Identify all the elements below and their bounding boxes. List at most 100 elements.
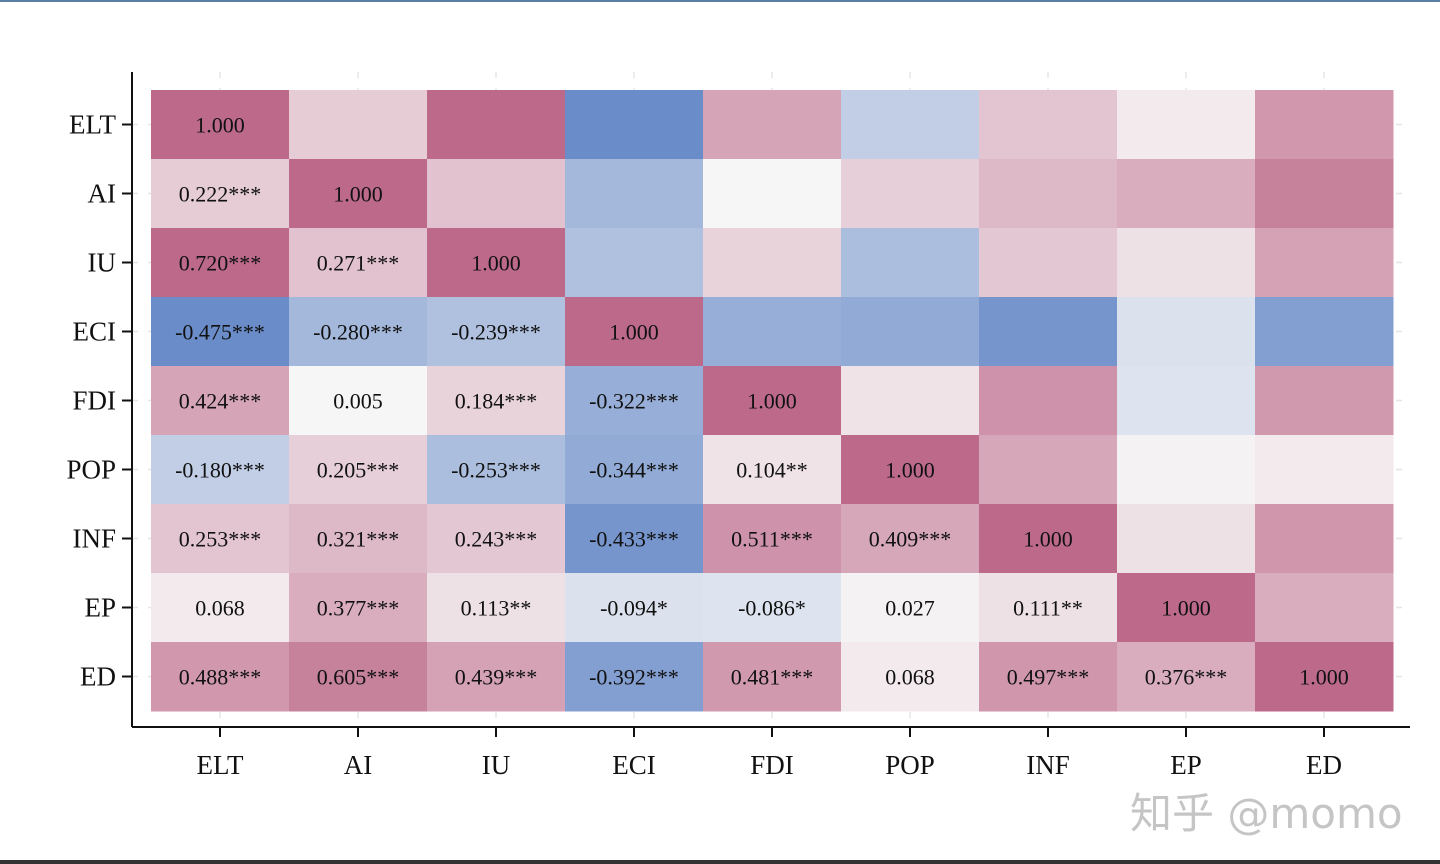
heatmap-cell-iu-fdi: [703, 228, 842, 298]
heatmap-cell-inf-elt: [151, 504, 290, 574]
cell-label-ed-ai: 0.605***: [317, 665, 400, 690]
x-tick-label-eci: ECI: [612, 750, 656, 780]
bottom-border: [0, 860, 1440, 864]
heatmap-cell-ep-iu: [427, 573, 566, 643]
heatmap-cell-pop-inf: [979, 435, 1118, 505]
y-tick-label-iu: IU: [88, 248, 117, 278]
cell-label-inf-eci: -0.433***: [589, 527, 679, 552]
heatmap-cell-ed-eci: [565, 642, 704, 712]
heatmap-cell-fdi-eci: [565, 366, 704, 436]
y-tick-label-elt: ELT: [69, 110, 117, 140]
heatmap-cell-iu-ep: [1117, 228, 1256, 298]
cell-label-eci-eci: 1.000: [609, 320, 659, 345]
heatmap-cell-ai-ai: [289, 159, 428, 229]
cell-label-ep-pop: 0.027: [885, 596, 935, 621]
heatmap-cell-ed-inf: [979, 642, 1118, 712]
heatmap-cell-eci-fdi: [703, 297, 842, 367]
heatmap-cell-ai-inf: [979, 159, 1118, 229]
heatmap-cell-iu-eci: [565, 228, 704, 298]
heatmap-cell-inf-eci: [565, 504, 704, 574]
cell-label-ai-elt: 0.222***: [179, 182, 262, 207]
cell-label-pop-elt: -0.180***: [175, 458, 265, 483]
cell-label-inf-inf: 1.000: [1023, 527, 1073, 552]
heatmap-cell-pop-pop: [841, 435, 980, 505]
heatmap-cell-ed-elt: [151, 642, 290, 712]
heatmap-cell-elt-elt: [151, 90, 290, 160]
cell-label-ed-ep: 0.376***: [1145, 665, 1228, 690]
x-tick-label-ai: AI: [344, 750, 373, 780]
cell-label-inf-pop: 0.409***: [869, 527, 952, 552]
heatmap-cell-eci-inf: [979, 297, 1118, 367]
y-tick-label-ep: EP: [84, 593, 116, 623]
cell-label-ep-inf: 0.111**: [1013, 596, 1083, 621]
x-tick-label-ed: ED: [1306, 750, 1342, 780]
heatmap-cell-fdi-ai: [289, 366, 428, 436]
cell-label-fdi-elt: 0.424***: [179, 389, 262, 414]
cell-label-eci-iu: -0.239***: [451, 320, 541, 345]
heatmap-cell-pop-eci: [565, 435, 704, 505]
heatmap-cell-inf-inf: [979, 504, 1118, 574]
heatmap-cell-fdi-ed: [1255, 366, 1394, 436]
heatmap-cell-pop-elt: [151, 435, 290, 505]
cell-label-ed-inf: 0.497***: [1007, 665, 1090, 690]
heatmap-cell-pop-ep: [1117, 435, 1256, 505]
heatmap-cell-iu-inf: [979, 228, 1118, 298]
x-tick-label-fdi: FDI: [750, 750, 794, 780]
heatmap-cell-inf-iu: [427, 504, 566, 574]
heatmap-cell-eci-iu: [427, 297, 566, 367]
cell-label-ai-ai: 1.000: [333, 182, 383, 207]
cell-label-elt-elt: 1.000: [195, 113, 245, 138]
cell-label-ep-ai: 0.377***: [317, 596, 400, 621]
heatmap-cell-pop-fdi: [703, 435, 842, 505]
cell-label-ep-ep: 1.000: [1161, 596, 1211, 621]
cell-label-ep-fdi: -0.086*: [738, 596, 806, 621]
heatmap-cell-elt-iu: [427, 90, 566, 160]
watermark: 知乎 @momo: [1130, 789, 1403, 838]
heatmap-cell-pop-ed: [1255, 435, 1394, 505]
heatmap-cell-ep-ep: [1117, 573, 1256, 643]
heatmap-cell-eci-elt: [151, 297, 290, 367]
cell-label-pop-pop: 1.000: [885, 458, 935, 483]
heatmap-cell-elt-eci: [565, 90, 704, 160]
cell-label-ed-elt: 0.488***: [179, 665, 262, 690]
heatmap-cell-elt-ed: [1255, 90, 1394, 160]
heatmap-cell-ep-ed: [1255, 573, 1394, 643]
heatmap-cell-ai-ed: [1255, 159, 1394, 229]
cell-label-ep-elt: 0.068: [195, 596, 245, 621]
cell-label-inf-ai: 0.321***: [317, 527, 400, 552]
cell-label-ep-iu: 0.113**: [461, 596, 532, 621]
cell-label-pop-eci: -0.344***: [589, 458, 679, 483]
heatmap-cell-eci-ed: [1255, 297, 1394, 367]
heatmap-cell-fdi-inf: [979, 366, 1118, 436]
heatmap-cell-ep-pop: [841, 573, 980, 643]
y-tick-label-eci: ECI: [73, 317, 117, 347]
heatmap-cell-ai-pop: [841, 159, 980, 229]
y-tick-label-inf: INF: [72, 524, 116, 554]
heatmap-cell-ed-iu: [427, 642, 566, 712]
cell-label-pop-fdi: 0.104**: [736, 458, 808, 483]
heatmap-cell-fdi-pop: [841, 366, 980, 436]
cell-label-pop-ai: 0.205***: [317, 458, 400, 483]
heatmap-cell-iu-ai: [289, 228, 428, 298]
cell-label-pop-iu: -0.253***: [451, 458, 541, 483]
cell-label-ed-fdi: 0.481***: [731, 665, 814, 690]
cell-label-ed-eci: -0.392***: [589, 665, 679, 690]
cell-label-inf-fdi: 0.511***: [731, 527, 813, 552]
heatmap-cell-ep-fdi: [703, 573, 842, 643]
x-tick-label-ep: EP: [1170, 750, 1202, 780]
heatmap-cell-inf-ai: [289, 504, 428, 574]
cell-label-fdi-ai: 0.005: [333, 389, 383, 414]
heatmap-cell-iu-ed: [1255, 228, 1394, 298]
x-tick-label-pop: POP: [885, 750, 935, 780]
heatmap-cell-ai-elt: [151, 159, 290, 229]
heatmap-cell-inf-ed: [1255, 504, 1394, 574]
cell-label-inf-elt: 0.253***: [179, 527, 262, 552]
heatmap-cell-eci-eci: [565, 297, 704, 367]
heatmap-cell-fdi-elt: [151, 366, 290, 436]
heatmap-cell-iu-pop: [841, 228, 980, 298]
cell-label-ed-iu: 0.439***: [455, 665, 538, 690]
cell-label-inf-iu: 0.243***: [455, 527, 538, 552]
cell-label-fdi-eci: -0.322***: [589, 389, 679, 414]
heatmap-cell-ed-ep: [1117, 642, 1256, 712]
